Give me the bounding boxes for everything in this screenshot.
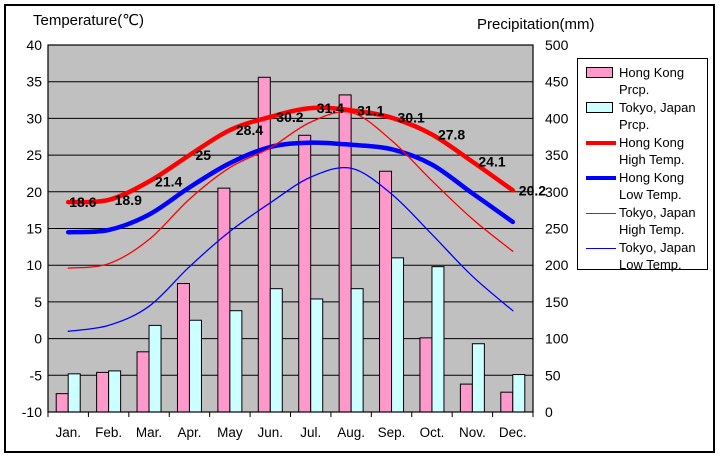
hong-kong-high-line-icon [586, 141, 616, 145]
svg-text:15: 15 [26, 221, 42, 237]
svg-text:400: 400 [545, 110, 569, 126]
svg-text:31.1: 31.1 [357, 102, 384, 118]
svg-text:Jun.: Jun. [258, 425, 284, 440]
legend-item-tokyo-low: Tokyo, Japan Low Temp. [586, 239, 705, 274]
legend-label: Tokyo, Japan Prcp. [619, 100, 696, 133]
legend-label: Tokyo, Japan Low Temp. [619, 240, 696, 273]
svg-text:Feb.: Feb. [95, 425, 122, 440]
tokyo-prcp-swatch-icon [586, 102, 613, 113]
svg-text:30.1: 30.1 [398, 110, 425, 126]
svg-text:Aug.: Aug. [337, 425, 365, 440]
svg-text:0: 0 [34, 331, 42, 347]
high-temp-data-labels: 18.6 18.9 21.4 25 28.4 30.2 31.4 31.1 30.1 27.8 24… [69, 100, 546, 210]
svg-text:-10: -10 [22, 404, 42, 420]
axis-tick-labels: 4035302520151050-5-105004504003503002502… [22, 37, 569, 440]
svg-text:May: May [217, 425, 243, 440]
svg-text:20: 20 [26, 184, 42, 200]
svg-text:500: 500 [545, 37, 569, 53]
svg-text:10: 10 [26, 257, 42, 273]
svg-text:250: 250 [545, 221, 569, 237]
svg-text:31.4: 31.4 [317, 100, 344, 116]
legend-item-tokyo-high: Tokyo, Japan High Temp. [586, 204, 705, 239]
svg-text:150: 150 [545, 294, 569, 310]
svg-text:35: 35 [26, 74, 42, 90]
tokyo-low-line-icon [586, 248, 616, 249]
svg-text:Nov.: Nov. [459, 425, 486, 440]
svg-text:Jul.: Jul. [300, 425, 321, 440]
svg-text:200: 200 [545, 257, 569, 273]
legend-item-tokyo-prcp: Tokyo, Japan Prcp. [586, 99, 705, 134]
svg-text:300: 300 [545, 184, 569, 200]
svg-text:25: 25 [195, 147, 211, 163]
precipitation-axis-title: Precipitation(mm) [477, 16, 595, 33]
svg-text:24.1: 24.1 [478, 154, 505, 170]
svg-text:30.2: 30.2 [276, 109, 303, 125]
hong-kong-prcp-swatch-icon [586, 67, 613, 78]
tokyo-high-line-icon [586, 213, 616, 214]
svg-text:Mar.: Mar. [136, 425, 162, 440]
svg-text:25: 25 [26, 147, 42, 163]
svg-text:27.8: 27.8 [438, 127, 465, 143]
temperature-lines [65, 105, 516, 332]
legend-item-hong-kong-prcp: Hong Kong Prcp. [586, 64, 705, 99]
legend-label: Hong Kong Low Temp. [619, 170, 685, 203]
svg-text:350: 350 [545, 147, 569, 163]
svg-text:40: 40 [26, 37, 42, 53]
svg-text:Dec.: Dec. [499, 425, 527, 440]
temperature-axis-title: Temperature(℃) [33, 12, 145, 29]
svg-text:28.4: 28.4 [236, 122, 263, 138]
svg-text:50: 50 [545, 367, 561, 383]
svg-text:450: 450 [545, 74, 569, 90]
svg-text:-5: -5 [30, 367, 43, 383]
legend-item-hong-kong-low: Hong Kong Low Temp. [586, 169, 705, 204]
svg-text:0: 0 [545, 404, 553, 420]
legend-item-hong-kong-high: Hong Kong High Temp. [586, 134, 705, 169]
svg-text:20.2: 20.2 [519, 182, 546, 198]
hong-kong-low-line-icon [586, 176, 616, 180]
svg-text:5: 5 [34, 294, 42, 310]
legend-label: Hong Kong High Temp. [619, 135, 685, 168]
chart-legend: Hong Kong Prcp. Tokyo, Japan Prcp. Hong … [577, 58, 708, 272]
precipitation-bars [55, 76, 526, 413]
svg-text:18.6: 18.6 [69, 194, 96, 210]
svg-text:Jan.: Jan. [55, 425, 81, 440]
svg-text:100: 100 [545, 331, 569, 347]
svg-text:30: 30 [26, 110, 42, 126]
legend-label: Tokyo, Japan High Temp. [619, 205, 696, 238]
svg-text:Sep.: Sep. [378, 425, 406, 440]
svg-text:21.4: 21.4 [155, 174, 182, 190]
x-axis-ticks [47, 412, 534, 417]
svg-text:18.9: 18.9 [115, 192, 142, 208]
legend-label: Hong Kong Prcp. [619, 65, 685, 98]
svg-text:Apr.: Apr. [177, 425, 201, 440]
svg-text:Oct.: Oct. [420, 425, 445, 440]
